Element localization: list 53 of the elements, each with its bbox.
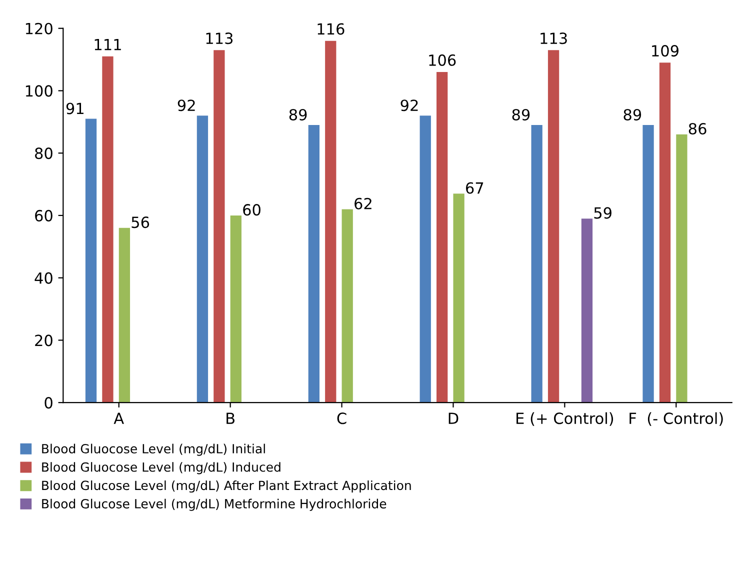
y-tick-label: 40 bbox=[34, 272, 52, 284]
y-tick-label: 0 bbox=[44, 397, 52, 409]
bar bbox=[453, 194, 464, 403]
bar bbox=[420, 116, 431, 403]
y-tick-label: 120 bbox=[26, 22, 52, 34]
legend-label: Blood Glucose Level (mg/dL) After Plant Extract Application bbox=[42, 480, 411, 493]
bar bbox=[308, 125, 320, 403]
y-tick-label: 20 bbox=[35, 334, 52, 346]
bar bbox=[118, 228, 130, 403]
bar bbox=[642, 125, 654, 403]
bar bbox=[436, 72, 448, 403]
x-tick-label: C bbox=[337, 412, 346, 424]
data-label: 116 bbox=[318, 23, 344, 35]
data-label: 86 bbox=[688, 122, 706, 135]
bar bbox=[230, 215, 242, 403]
data-label: 67 bbox=[466, 182, 484, 194]
data-label: 111 bbox=[94, 38, 121, 50]
data-label: 56 bbox=[132, 216, 150, 228]
data-label: 113 bbox=[206, 32, 233, 44]
bar bbox=[548, 50, 560, 403]
legend-label: Blood Gluocose Level (mg/dL) Initial bbox=[42, 444, 265, 456]
bar bbox=[531, 125, 542, 403]
x-tick-label: A bbox=[114, 412, 124, 424]
x-tick-label: F (- Control) bbox=[630, 412, 723, 426]
bar bbox=[659, 62, 671, 403]
bar bbox=[342, 209, 353, 403]
data-label: 113 bbox=[540, 32, 567, 44]
bar bbox=[325, 40, 336, 403]
x-tick-label: D bbox=[448, 412, 458, 424]
bar bbox=[676, 134, 688, 403]
x-tick-label: B bbox=[226, 412, 234, 424]
data-label: 106 bbox=[429, 54, 456, 66]
x-tick-label: E (+ Control) bbox=[516, 412, 614, 426]
data-label: 89 bbox=[624, 108, 642, 121]
data-label: 62 bbox=[354, 198, 372, 210]
y-tick-label: 80 bbox=[35, 148, 52, 160]
data-label: 60 bbox=[243, 204, 260, 216]
data-label: 89 bbox=[289, 108, 307, 121]
data-label: 109 bbox=[652, 45, 678, 57]
data-label: 92 bbox=[400, 100, 418, 112]
legend-label: Blood Glucose Level (mg/dL) Metformine Hydrochloride bbox=[42, 498, 386, 511]
bar bbox=[214, 50, 225, 403]
data-label: 89 bbox=[512, 108, 530, 121]
y-tick-label: 100 bbox=[26, 85, 52, 97]
bar bbox=[85, 118, 97, 403]
y-tick-label: 60 bbox=[35, 210, 52, 222]
data-label: 91 bbox=[66, 102, 84, 114]
bar bbox=[102, 56, 114, 403]
data-label: 59 bbox=[594, 207, 612, 219]
bar bbox=[196, 116, 208, 403]
legend-label: Blood Gluocose Level (mg/dL) Induced bbox=[42, 462, 280, 474]
bar bbox=[581, 218, 593, 403]
data-label: 92 bbox=[178, 100, 195, 112]
